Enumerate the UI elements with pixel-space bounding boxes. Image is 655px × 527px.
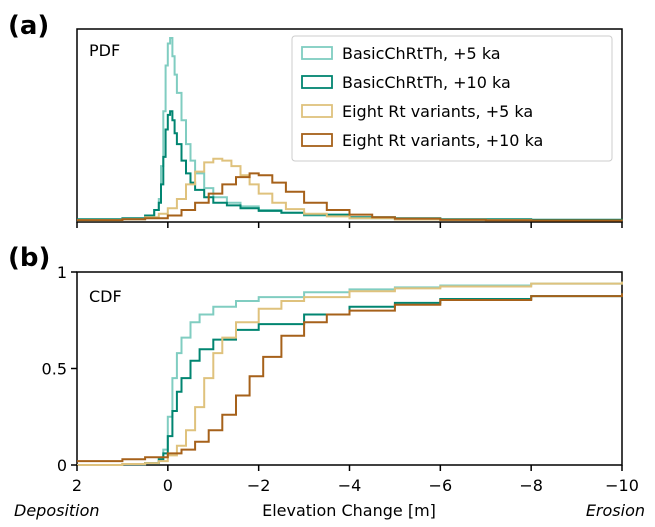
panel-a-label: (a) [8, 11, 49, 41]
x-tick-label: −2 [247, 476, 271, 495]
legend-swatch [301, 46, 333, 60]
cdf-series-line [77, 293, 623, 463]
x-tick-label: 0 [163, 476, 173, 495]
x-axis-label: Elevation Change [m] [262, 501, 436, 520]
pdf-label: PDF [89, 41, 120, 60]
legend-item: BasicChRtTh, +10 ka [301, 73, 511, 92]
legend-item: Eight Rt variants, +5 ka [301, 102, 533, 121]
legend-label: Eight Rt variants, +5 ka [342, 102, 533, 121]
x-tick-label: −4 [338, 476, 362, 495]
x-tick-label: −8 [519, 476, 543, 495]
pdf-panel: PDF BasicChRtTh, +5 ka BasicChRtTh, +10 … [76, 28, 623, 228]
cdf-label: CDF [89, 287, 122, 306]
legend: BasicChRtTh, +5 ka BasicChRtTh, +10 ka E… [291, 35, 613, 162]
pdf-x-ticks [76, 222, 623, 228]
y-tick-label: 0 [57, 456, 67, 475]
pdf-series-line [77, 157, 623, 222]
pdf-series-line [77, 172, 623, 222]
legend-label: BasicChRtTh, +5 ka [342, 44, 501, 63]
cdf-series-line [77, 281, 623, 466]
x-tick-label: −10 [605, 476, 639, 495]
y-tick-label: 1 [57, 263, 67, 282]
x-tick-label: 2 [72, 476, 82, 495]
cdf-panel: CDF 00.51 2 0 −2 −4 −6 −8 −10 [42, 263, 639, 495]
pdf-series-line [77, 110, 623, 221]
cdf-axes-frame [76, 271, 623, 466]
legend-item: Eight Rt variants, +10 ka [301, 131, 543, 150]
deposition-label: Deposition [14, 501, 100, 520]
cdf-series-group [77, 281, 623, 466]
y-tick-label: 0.5 [42, 360, 67, 379]
cdf-x-ticks: 2 0 −2 −4 −6 −8 −10 [72, 465, 639, 495]
pdf-series-group [77, 37, 623, 222]
erosion-label: Erosion [586, 501, 645, 520]
cdf-series-line [77, 293, 623, 466]
legend-swatch [301, 104, 333, 118]
legend-swatch [301, 133, 333, 147]
cdf-y-ticks: 00.51 [42, 263, 77, 475]
panel-b-label: (b) [8, 243, 50, 273]
legend-label: BasicChRtTh, +10 ka [342, 73, 511, 92]
legend-swatch [301, 75, 333, 89]
legend-label: Eight Rt variants, +10 ka [342, 131, 543, 150]
x-tick-label: −6 [429, 476, 453, 495]
legend-item: BasicChRtTh, +5 ka [301, 44, 501, 63]
legend-frame [291, 35, 613, 162]
